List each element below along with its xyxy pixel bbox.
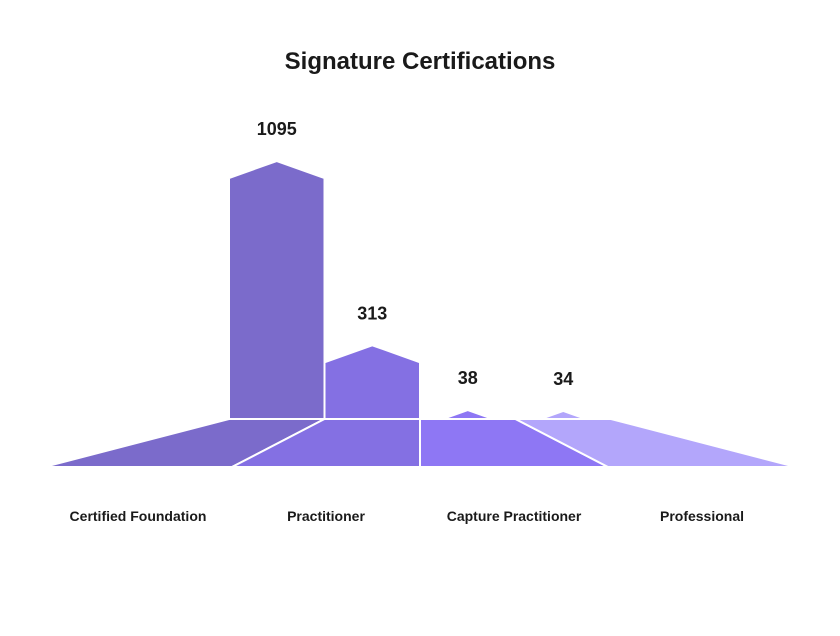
category-labels-group: Certified Foundation Practitioner Capture … <box>70 508 744 524</box>
category-label-0: Certified Foundation <box>70 508 207 524</box>
value-label-1: 313 <box>357 303 387 323</box>
value-label-2: 38 <box>458 368 478 388</box>
floor-group <box>43 418 797 468</box>
value-label-0: 1095 <box>257 119 297 139</box>
bar-0 <box>228 159 326 420</box>
chart-title: Signature Certifications <box>284 48 556 75</box>
bar-1 <box>323 344 421 420</box>
category-label-2: Capture Practitioner <box>447 508 582 524</box>
category-label-1: Practitioner <box>287 508 365 524</box>
category-label-3: Professional <box>660 508 744 524</box>
value-labels-group: 1095 313 38 34 <box>257 119 574 389</box>
value-label-3: 34 <box>553 369 573 389</box>
